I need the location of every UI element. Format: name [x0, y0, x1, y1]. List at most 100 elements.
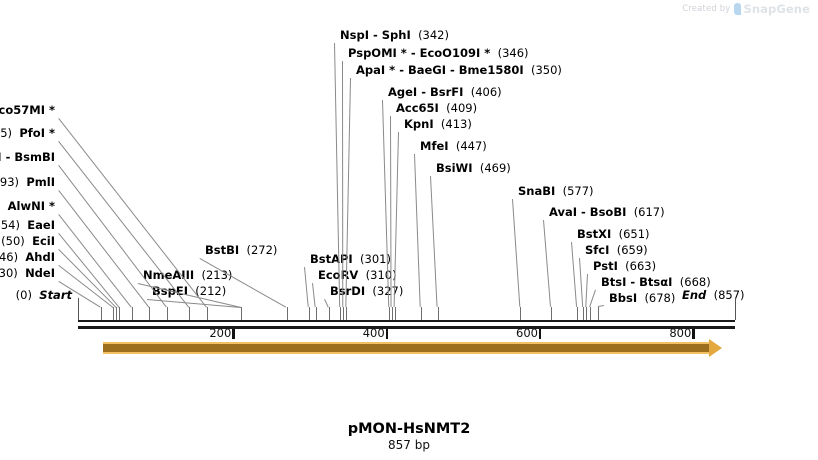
restriction-site-label[interactable]: (93) PmlI — [0, 175, 55, 189]
restriction-site-label[interactable]: AgeI - BsrFI (406) — [388, 85, 502, 99]
restriction-site-label[interactable]: ApaI * - BaeGI - Bme1580I (350) — [356, 63, 562, 77]
restriction-site-label[interactable]: AvaI - BsoBI (617) — [549, 205, 665, 219]
enzyme-names: BtsI - BtsαI — [601, 275, 673, 289]
ruler-major-tick — [232, 329, 235, 339]
enzyme-names: MfeI — [420, 139, 449, 153]
snapgene-flag-icon — [733, 3, 741, 15]
ruler-site-tick — [577, 307, 578, 320]
ruler-site-tick — [438, 307, 439, 320]
enzyme-names: Esp3I - BsmBI — [0, 150, 55, 164]
ruler-line-upper — [78, 320, 735, 322]
ruler-site-tick — [392, 307, 393, 320]
site-leader-line — [430, 176, 438, 308]
restriction-site-label[interactable]: BsrDI (327) — [330, 285, 403, 298]
orf-arrow-head[interactable] — [709, 339, 722, 357]
enzyme-names: BsiWI — [436, 161, 473, 175]
label-spacer — [411, 28, 418, 42]
site-position: (413) — [440, 117, 472, 131]
restriction-site-label[interactable]: EcoRV (310) — [318, 268, 397, 282]
ruler-site-tick — [395, 307, 396, 320]
restriction-site-label[interactable]: SnaBI (577) — [518, 184, 594, 198]
site-position: (30) — [0, 266, 18, 280]
enzyme-names: AvaI - BsoBI — [549, 205, 627, 219]
site-position: (93) — [0, 175, 20, 189]
site-position: (617) — [633, 205, 665, 219]
restriction-site-label[interactable]: PstI (663) — [593, 259, 657, 273]
ruler-site-tick — [421, 307, 422, 320]
restriction-site-label[interactable]: (168) BpmI - Eco57MI * — [0, 103, 55, 117]
restriction-site-label[interactable]: BsiWI (469) — [436, 161, 511, 175]
label-spacer — [0, 199, 7, 213]
ruler-tick-label: 400 — [362, 326, 385, 340]
label-spacer — [609, 243, 616, 257]
enzyme-names: PstI — [593, 259, 618, 273]
enzyme-names: AlwNI * — [7, 199, 55, 213]
restriction-site-label[interactable]: BbsI (678) — [609, 291, 676, 305]
site-leader-line — [324, 299, 329, 308]
end-cap-line — [735, 298, 736, 320]
enzyme-names: BpmI - Eco57MI * — [0, 103, 55, 117]
end-marker-position: (857) — [713, 288, 745, 302]
enzyme-names: NdeI — [25, 266, 55, 280]
label-spacer — [555, 184, 562, 198]
ruler-site-tick — [241, 307, 242, 320]
site-leader-line — [312, 283, 316, 308]
page-title: pMON-HsNMT2 — [347, 421, 471, 437]
watermark-brand-text: SnapGene — [743, 2, 810, 16]
restriction-site-label[interactable]: (30) NdeI — [0, 266, 55, 280]
restriction-site-label[interactable]: BstBI (272) — [205, 244, 277, 257]
site-position: (350) — [530, 63, 562, 77]
site-leader-line — [512, 199, 521, 308]
site-position: (310) — [365, 268, 397, 282]
restriction-site-label[interactable]: (70) AlwNI * — [0, 199, 55, 213]
site-leader-line — [390, 116, 392, 308]
label-spacer — [672, 275, 679, 289]
restriction-site-label[interactable]: (46) AhdI — [0, 251, 55, 264]
site-leader-line — [589, 289, 596, 307]
enzyme-names: PfoI * — [19, 126, 55, 140]
site-position: (663) — [625, 259, 657, 273]
site-position: (469) — [479, 161, 511, 175]
restriction-site-label[interactable]: BstAPI (301) — [310, 253, 391, 266]
enzyme-names: ApaI * - BaeGI - Bme1580I — [356, 63, 524, 77]
enzyme-names: SfcI — [585, 243, 610, 257]
restriction-site-label[interactable]: BstXI (651) — [577, 228, 650, 241]
label-spacer — [19, 175, 26, 189]
ruler-site-tick — [287, 307, 288, 320]
site-position: (406) — [470, 85, 502, 99]
restriction-site-label[interactable]: (50) EciI — [1, 234, 55, 248]
ruler-site-tick — [189, 307, 190, 320]
ruler-line-lower — [78, 326, 735, 329]
ruler-site-tick — [590, 307, 591, 320]
restriction-site-label[interactable]: (116) Esp3I - BsmBI — [0, 150, 55, 164]
restriction-site-label[interactable]: NmeAIII (213) — [143, 268, 233, 282]
restriction-site-label[interactable]: (145) PfoI * — [0, 126, 55, 140]
site-position: (213) — [201, 268, 233, 282]
site-leader-line — [579, 258, 584, 308]
watermark-created-by-text: Created by — [682, 4, 731, 14]
ruler-site-tick — [346, 307, 347, 320]
enzyme-names: Acc65I — [396, 101, 439, 115]
label-spacer — [358, 268, 365, 282]
restriction-site-label[interactable]: PspOMI * - EcoO109I * (346) — [348, 47, 529, 60]
restriction-site-label[interactable]: MfeI (447) — [420, 139, 487, 153]
start-label[interactable]: (0) Start — [16, 288, 72, 302]
label-spacer — [626, 205, 633, 219]
restriction-site-label[interactable]: BtsI - BtsαI (668) — [601, 275, 711, 289]
label-spacer — [32, 288, 39, 302]
site-leader-line — [342, 61, 344, 308]
site-position: (678) — [644, 291, 676, 305]
restriction-site-label[interactable]: NspI - SphI (342) — [340, 28, 449, 42]
site-position: (212) — [195, 284, 227, 298]
site-position: (577) — [562, 184, 594, 198]
ruler-major-tick — [692, 329, 695, 339]
end-label[interactable]: End (857) — [682, 288, 745, 302]
restriction-site-label[interactable]: SfcI (659) — [585, 243, 648, 257]
restriction-site-label[interactable]: KpnI (413) — [404, 117, 472, 131]
orf-arrow-body[interactable] — [103, 342, 711, 354]
site-position: (50) — [1, 234, 25, 248]
restriction-site-label[interactable]: Acc65I (409) — [396, 101, 477, 115]
label-spacer — [524, 63, 531, 77]
restriction-site-label[interactable]: (54) EaeI — [0, 219, 55, 232]
site-position: (145) — [0, 126, 13, 140]
